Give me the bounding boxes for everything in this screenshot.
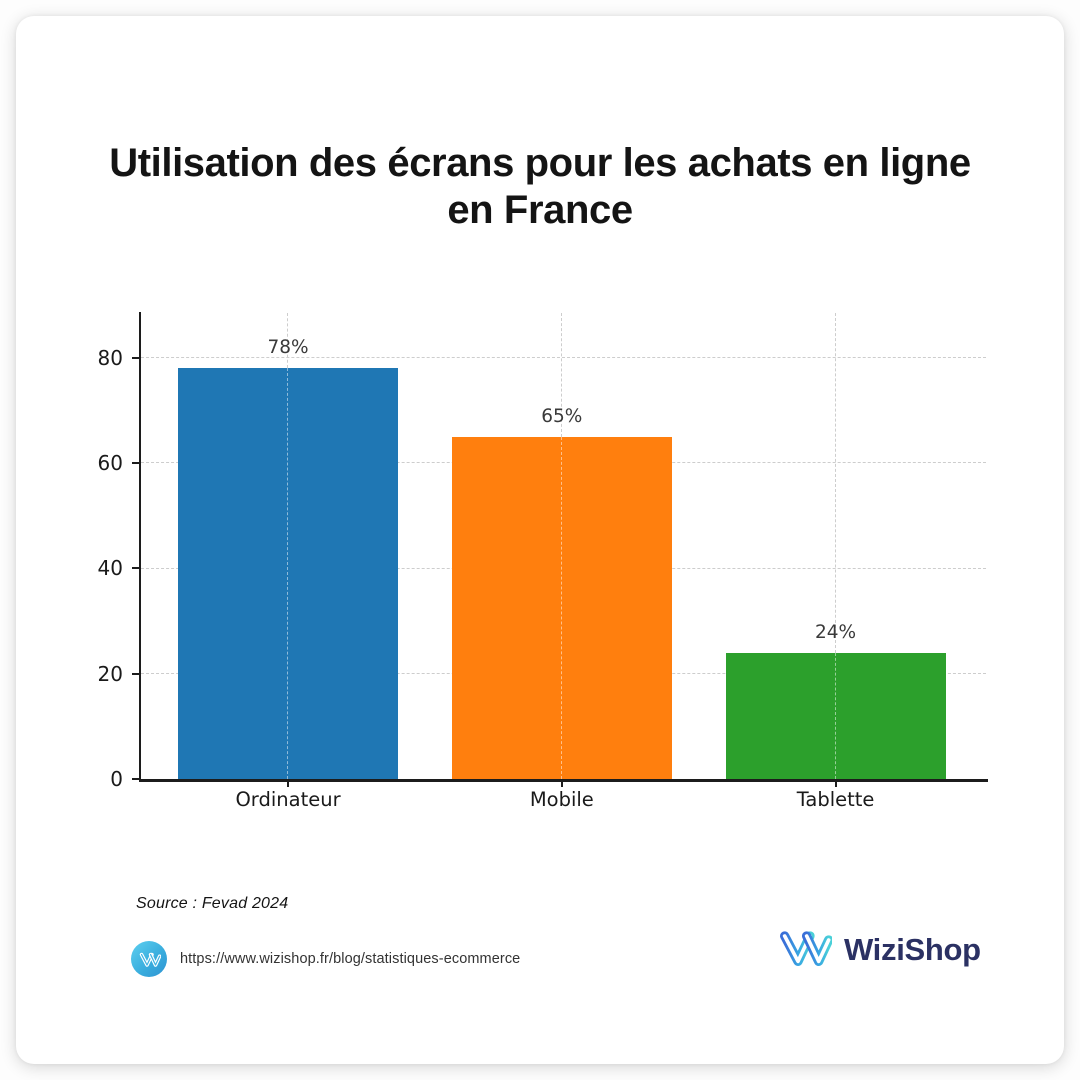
x-tick-mark-tablette <box>834 779 837 787</box>
gridline-x-overlay-tablette <box>834 652 836 779</box>
y-tick-mark-20 <box>132 672 140 675</box>
gridline-x-overlay-ordinateur <box>287 368 289 779</box>
x-tick-mark-ordinateur <box>287 779 290 787</box>
gridline-x-tablette <box>834 313 836 653</box>
wizishop-w-logo <box>776 925 834 976</box>
bar-value-ordinateur: 78% <box>267 337 309 359</box>
bar-value-tablette: 24% <box>815 621 857 643</box>
y-tick-mark-0 <box>132 778 140 780</box>
x-axis-spine <box>138 779 988 782</box>
y-tick-label-20: 20 <box>97 661 123 686</box>
gridline-x-overlay-mobile <box>561 436 562 779</box>
infographic-card: Utilisation des écrans pour les achats e… <box>16 16 1064 1064</box>
x-tick-label-ordinateur: Ordinateur <box>235 788 341 811</box>
y-tick-label-40: 40 <box>97 556 123 581</box>
brand-name: WiziShop <box>844 932 981 967</box>
gridline-y-80 <box>141 356 986 358</box>
y-tick-label-60: 60 <box>97 451 123 476</box>
x-tick-label-tablette: Tablette <box>796 788 875 811</box>
y-tick-mark-40 <box>132 567 140 570</box>
gridline-x-mobile <box>561 313 562 437</box>
x-tick-mark-mobile <box>560 779 563 787</box>
source-caption: Source : Fevad 2024 <box>136 895 289 912</box>
source-url: https://www.wizishop.fr/blog/statistique… <box>180 951 521 967</box>
y-axis-spine <box>138 312 141 781</box>
bar-chart: 0 20 40 60 80 78% Ordinateur 65% Mobile 24% Tablet… <box>98 312 988 811</box>
x-tick-label-mobile: Mobile <box>529 788 594 811</box>
gridline-x-ordinateur <box>287 313 289 369</box>
bar-value-mobile: 65% <box>541 405 583 427</box>
source-url-row: https://www.wizishop.fr/blog/statistique… <box>131 941 520 977</box>
y-tick-label-0: 0 <box>110 767 123 791</box>
y-tick-mark-60 <box>132 462 140 465</box>
chart-title: Utilisation des écrans pour les achats e… <box>109 141 971 232</box>
y-tick-label-80: 80 <box>97 345 123 370</box>
wizishop-w-icon <box>131 941 167 977</box>
y-tick-mark-80 <box>132 356 140 359</box>
wizishop-brand: WiziShop <box>776 924 981 976</box>
